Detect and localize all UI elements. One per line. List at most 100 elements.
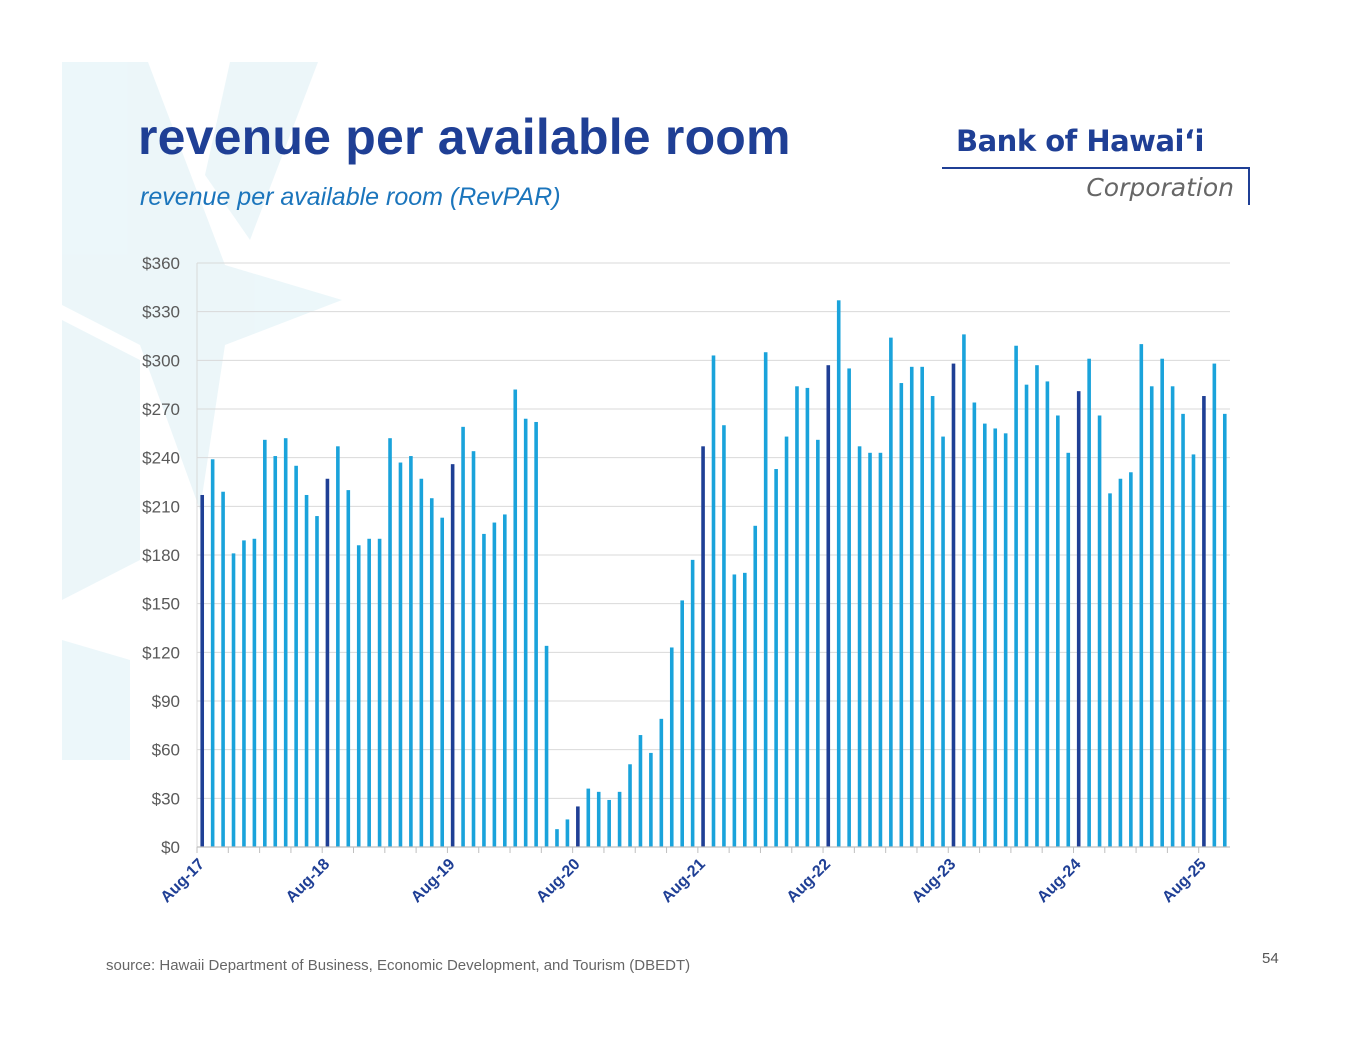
- bar: [732, 574, 737, 847]
- bar: [325, 478, 330, 847]
- bank-of-hawaii-logo: Bank of Hawaiʻi Corporation: [940, 118, 1260, 210]
- bar: [941, 436, 945, 847]
- logo-rule-vertical: [1248, 167, 1250, 205]
- bar: [1191, 454, 1196, 847]
- bar: [878, 452, 883, 847]
- bar: [576, 806, 580, 847]
- bar: [1118, 478, 1123, 847]
- bar: [836, 300, 841, 847]
- bar: [743, 572, 747, 847]
- bar: [565, 819, 570, 847]
- x-tick-label: Aug-20: [533, 856, 583, 906]
- y-tick-label: $330: [142, 303, 180, 322]
- bar: [1181, 413, 1185, 847]
- bar: [774, 469, 778, 847]
- bar: [377, 538, 382, 847]
- bar: [784, 436, 789, 847]
- bar: [356, 545, 361, 847]
- bar: [972, 402, 977, 847]
- bar: [753, 525, 758, 847]
- y-tick-label: $0: [161, 838, 180, 857]
- bar: [1076, 391, 1081, 847]
- bar: [555, 829, 559, 847]
- y-tick-label: $240: [142, 449, 180, 468]
- bar: [210, 459, 215, 847]
- x-tick-label: Aug-19: [408, 856, 458, 906]
- bar: [513, 389, 518, 847]
- bar: [388, 438, 392, 847]
- bar: [1129, 472, 1133, 847]
- bar: [701, 446, 705, 847]
- x-tick-label: Aug-24: [1034, 856, 1084, 906]
- bar: [1108, 493, 1112, 847]
- bar: [1222, 413, 1227, 847]
- bar: [607, 799, 611, 847]
- y-tick-label: $180: [142, 546, 180, 565]
- bar: [993, 428, 998, 847]
- bar: [1097, 415, 1102, 847]
- bar: [200, 494, 205, 847]
- bar: [596, 791, 601, 847]
- bar: [367, 538, 371, 847]
- y-tick-label: $300: [142, 351, 180, 370]
- bar: [638, 735, 643, 847]
- bar: [294, 465, 298, 847]
- bar: [1139, 344, 1144, 847]
- bar: [680, 600, 684, 847]
- bar: [419, 478, 424, 847]
- bar: [1024, 384, 1029, 847]
- bar: [982, 423, 987, 847]
- bar: [1035, 365, 1039, 847]
- logo-brand-text: Bank of Hawaiʻi: [956, 124, 1204, 158]
- bar: [628, 764, 632, 847]
- bar: [450, 464, 455, 847]
- bar: [868, 452, 872, 847]
- y-tick-label: $150: [142, 595, 180, 614]
- bar: [899, 383, 904, 847]
- bar: [1149, 386, 1154, 847]
- bar: [304, 494, 309, 847]
- bar: [669, 647, 674, 847]
- bar: [315, 516, 319, 847]
- bar: [482, 533, 486, 847]
- bar: [429, 498, 434, 847]
- background-star-decoration: [62, 62, 342, 760]
- axes: [196, 263, 1230, 853]
- bar: [534, 421, 538, 847]
- page-title: revenue per available room: [138, 109, 791, 165]
- y-tick-label: $210: [142, 497, 180, 516]
- bar: [346, 490, 351, 847]
- bar: [951, 363, 956, 847]
- bar: [847, 368, 851, 847]
- page-number: 54: [1262, 950, 1279, 967]
- y-tick-label: $270: [142, 400, 180, 419]
- x-tick-label: Aug-23: [909, 856, 959, 906]
- bar: [795, 386, 799, 847]
- bar: [263, 439, 267, 847]
- bar: [1014, 345, 1018, 847]
- bar: [503, 514, 507, 847]
- y-tick-label: $60: [152, 741, 180, 760]
- bar: [826, 365, 831, 847]
- y-tick-label: $120: [142, 643, 180, 662]
- bar: [763, 352, 768, 847]
- bar: [816, 439, 820, 847]
- bar: [398, 462, 403, 847]
- bar: [690, 559, 695, 847]
- bar: [1056, 415, 1060, 847]
- bar: [722, 425, 726, 847]
- bar: [1066, 452, 1071, 847]
- bar: [857, 446, 862, 847]
- bar: [471, 451, 476, 847]
- bar: [649, 752, 653, 847]
- bars: [200, 300, 1227, 847]
- bar: [252, 538, 257, 847]
- bar: [336, 446, 340, 847]
- chart-subtitle: revenue per available room (RevPAR): [140, 183, 561, 211]
- bar: [1003, 433, 1008, 847]
- bar: [461, 426, 465, 847]
- bar: [1170, 386, 1175, 847]
- bar: [659, 718, 664, 847]
- bar: [221, 491, 225, 847]
